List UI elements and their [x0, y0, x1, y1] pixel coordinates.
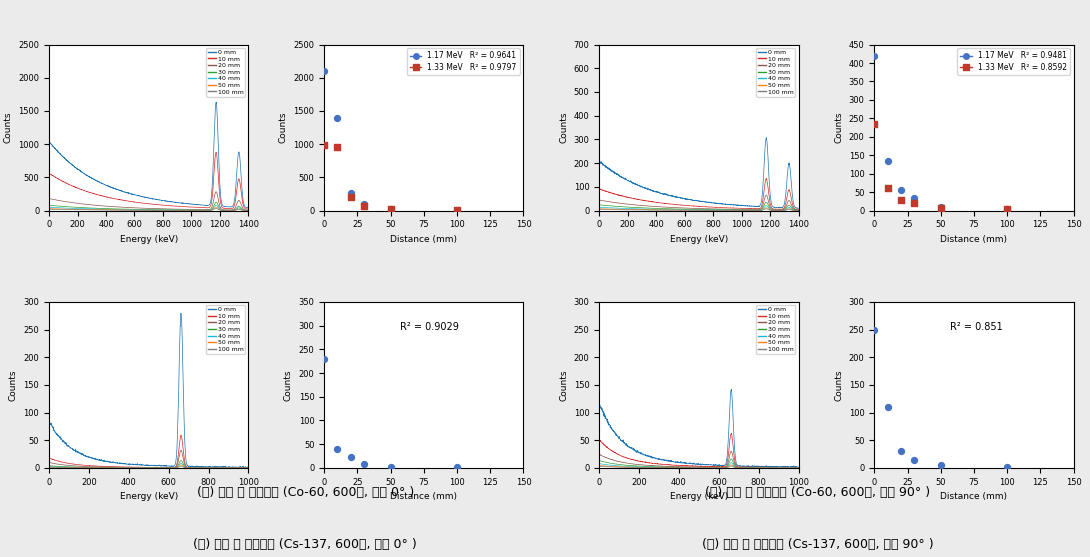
Point — [315, 67, 332, 76]
Y-axis label: Counts: Counts — [284, 369, 293, 400]
X-axis label: Energy (keV): Energy (keV) — [120, 492, 178, 501]
Point — [906, 199, 923, 208]
Point — [342, 188, 360, 197]
Point — [355, 460, 373, 468]
Point — [998, 462, 1016, 471]
Point — [893, 186, 910, 195]
Y-axis label: Counts: Counts — [834, 112, 844, 143]
Point — [932, 203, 949, 212]
X-axis label: Distance (mm): Distance (mm) — [390, 235, 458, 244]
Point — [342, 453, 360, 462]
Y-axis label: Counts: Counts — [9, 369, 17, 400]
Point — [906, 455, 923, 464]
Point — [932, 202, 949, 211]
Text: R² = 0.9029: R² = 0.9029 — [400, 322, 459, 332]
Point — [893, 447, 910, 456]
Point — [448, 462, 465, 471]
Point — [355, 199, 373, 208]
Point — [342, 193, 360, 202]
X-axis label: Energy (keV): Energy (keV) — [120, 235, 178, 244]
Y-axis label: Counts: Counts — [3, 112, 13, 143]
Point — [865, 325, 883, 334]
X-axis label: Energy (keV): Energy (keV) — [669, 235, 728, 244]
Legend: 0 mm, 10 mm, 20 mm, 30 mm, 40 mm, 50 mm, 100 mm: 0 mm, 10 mm, 20 mm, 30 mm, 40 mm, 50 mm,… — [756, 305, 796, 354]
Point — [998, 204, 1016, 213]
Y-axis label: Counts: Counts — [559, 112, 568, 143]
Point — [893, 195, 910, 204]
Point — [315, 141, 332, 150]
Legend: 0 mm, 10 mm, 20 mm, 30 mm, 40 mm, 50 mm, 100 mm: 0 mm, 10 mm, 20 mm, 30 mm, 40 mm, 50 mm,… — [756, 48, 796, 96]
Point — [355, 202, 373, 211]
Point — [382, 205, 399, 214]
Point — [382, 462, 399, 471]
Legend: 1.17 MeV   R² = 0.9641, 1.33 MeV   R² = 0.9797: 1.17 MeV R² = 0.9641, 1.33 MeV R² = 0.97… — [407, 48, 520, 75]
Point — [329, 113, 347, 122]
Point — [879, 157, 896, 165]
Point — [329, 143, 347, 152]
Point — [315, 354, 332, 363]
Point — [906, 193, 923, 202]
Text: R² = 0.851: R² = 0.851 — [950, 322, 1003, 332]
Point — [448, 206, 465, 214]
Text: (가) 거리 별 측정결과 (Co-60, 600초, 각도 0° ): (가) 거리 별 측정결과 (Co-60, 600초, 각도 0° ) — [196, 486, 414, 499]
X-axis label: Energy (keV): Energy (keV) — [669, 492, 728, 501]
Y-axis label: Counts: Counts — [559, 369, 568, 400]
Point — [865, 119, 883, 128]
Point — [865, 51, 883, 60]
Text: (나) 거리 별 측정결과 (Co-60, 600초, 각도 90° ): (나) 거리 별 측정결과 (Co-60, 600초, 각도 90° ) — [705, 486, 930, 499]
Point — [998, 204, 1016, 213]
Point — [448, 206, 465, 215]
X-axis label: Distance (mm): Distance (mm) — [390, 492, 458, 501]
Legend: 0 mm, 10 mm, 20 mm, 30 mm, 40 mm, 50 mm, 100 mm: 0 mm, 10 mm, 20 mm, 30 mm, 40 mm, 50 mm,… — [206, 48, 245, 96]
Y-axis label: Counts: Counts — [279, 112, 288, 143]
Legend: 1.17 MeV   R² = 0.9481, 1.33 MeV   R² = 0.8592: 1.17 MeV R² = 0.9481, 1.33 MeV R² = 0.85… — [957, 48, 1069, 75]
Point — [879, 403, 896, 412]
Point — [932, 461, 949, 470]
Legend: 0 mm, 10 mm, 20 mm, 30 mm, 40 mm, 50 mm, 100 mm: 0 mm, 10 mm, 20 mm, 30 mm, 40 mm, 50 mm,… — [206, 305, 245, 354]
Text: (라) 거리 별 측정결과 (Cs-137, 600초, 각도 90° ): (라) 거리 별 측정결과 (Cs-137, 600초, 각도 90° ) — [702, 539, 933, 551]
Text: (다) 거리 별 측정결과 (Cs-137, 600초, 각도 0° ): (다) 거리 별 측정결과 (Cs-137, 600초, 각도 0° ) — [193, 539, 417, 551]
Point — [382, 204, 399, 213]
Y-axis label: Counts: Counts — [834, 369, 844, 400]
X-axis label: Distance (mm): Distance (mm) — [941, 235, 1007, 244]
Point — [879, 184, 896, 193]
Point — [329, 444, 347, 453]
X-axis label: Distance (mm): Distance (mm) — [941, 492, 1007, 501]
